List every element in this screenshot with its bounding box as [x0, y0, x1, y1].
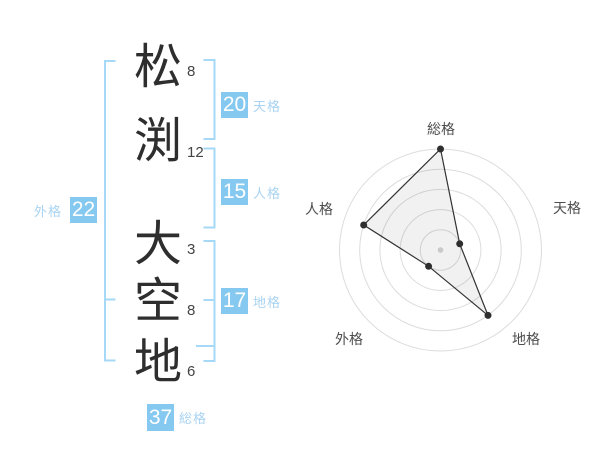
gaikaku-label: 外格 [34, 203, 63, 219]
radar-data-point [425, 262, 433, 270]
radar-data-point [484, 311, 492, 319]
radar-data-point [456, 240, 464, 248]
jinkaku-bracket [203, 147, 216, 229]
jinkaku-value: 15 [221, 179, 248, 205]
chikaku-value: 17 [221, 288, 248, 314]
stroke-count: 3 [187, 241, 196, 258]
stroke-count: 12 [187, 144, 204, 161]
name-char-given: 空 [134, 275, 183, 328]
stroke-count: 6 [187, 363, 196, 380]
jinkaku-label: 人格 [253, 185, 282, 201]
chikaku-label: 地格 [253, 294, 282, 310]
name-char-surname: 渕 [134, 115, 183, 168]
tenkaku-badge: 20 天格 [221, 92, 281, 118]
radar-axis-label: 人格 [305, 201, 333, 217]
jinkaku-badge: 15 人格 [221, 179, 281, 205]
soukaku-value: 37 [147, 404, 174, 431]
radar-grid-ring [419, 229, 462, 271]
radar-grid-ring [359, 168, 522, 332]
name-char-given: 地 [134, 336, 183, 389]
tenkaku-bracket [203, 59, 216, 140]
stroke-count: 8 [187, 302, 196, 319]
stroke-count: 8 [187, 63, 196, 80]
radar-axis-label: 地格 [512, 331, 540, 347]
tenkaku-label: 天格 [253, 98, 282, 114]
gaikaku-bracket [104, 60, 116, 362]
tenkaku-value: 20 [221, 92, 248, 118]
gaikaku-value: 22 [70, 197, 98, 223]
chikaku-bracket [196, 240, 216, 362]
radar-data-polygon [362, 147, 489, 316]
radar-center-dot [437, 247, 444, 253]
radar-data-point [360, 221, 368, 229]
chikaku-badge: 17 地格 [221, 288, 281, 314]
gaikaku-badge: 22 外格 [34, 197, 98, 223]
radar-axis-label: 総格 [427, 121, 455, 137]
radar-axis-label: 天格 [553, 200, 581, 216]
radar-grid-ring [399, 209, 482, 291]
radar-data-point [437, 145, 444, 153]
soukaku-badge: 37 総格 [147, 404, 207, 431]
name-char-given: 大 [134, 218, 183, 271]
name-char-surname: 松 [134, 41, 183, 94]
soukaku-label: 総格 [179, 411, 208, 426]
radar-axis-label: 外格 [335, 331, 363, 347]
radar-grid-ring [379, 188, 502, 312]
